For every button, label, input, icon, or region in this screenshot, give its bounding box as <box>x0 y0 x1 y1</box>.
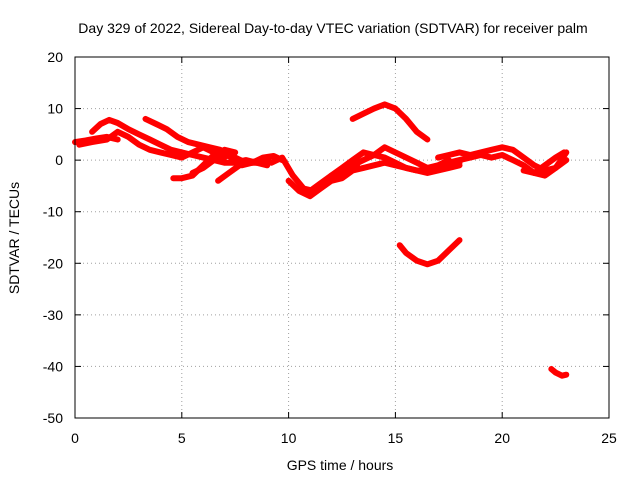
y-tick-label: -10 <box>43 204 63 220</box>
y-tick-label: -40 <box>43 358 63 374</box>
x-axis-title: GPS time / hours <box>287 457 394 473</box>
grid-layer <box>75 57 609 418</box>
x-tick-label: 25 <box>601 430 617 446</box>
y-axis-title: SDTVAR / TECUs <box>6 182 22 294</box>
series-track-14 <box>445 149 570 179</box>
series-track-12 <box>396 237 463 268</box>
tick-layer: 0 5 10 15 20 25 -50 -40 -30 -20 -10 0 10 20 <box>43 49 617 446</box>
y-tick-label: 20 <box>47 49 63 65</box>
series-track-10 <box>328 149 463 179</box>
series-layer <box>72 101 570 379</box>
chart-title: Day 329 of 2022, Sidereal Day-to-day VTE… <box>78 20 587 36</box>
x-tick-label: 5 <box>178 430 186 446</box>
y-tick-label: -30 <box>43 307 63 323</box>
y-tick-label: 0 <box>55 152 63 168</box>
plot-frame <box>74 56 610 419</box>
series-track-11 <box>349 101 431 143</box>
y-tick-label: -20 <box>43 255 63 271</box>
x-tick-label: 20 <box>494 430 510 446</box>
series-track-13 <box>435 144 570 174</box>
y-tick-label: 10 <box>47 101 63 117</box>
x-tick-label: 10 <box>281 430 297 446</box>
series-track-15 <box>520 149 568 176</box>
y-tick-label: -50 <box>43 410 63 426</box>
x-tick-label: 0 <box>71 430 79 446</box>
x-tick-label: 15 <box>388 430 404 446</box>
series-track-16 <box>548 366 570 379</box>
